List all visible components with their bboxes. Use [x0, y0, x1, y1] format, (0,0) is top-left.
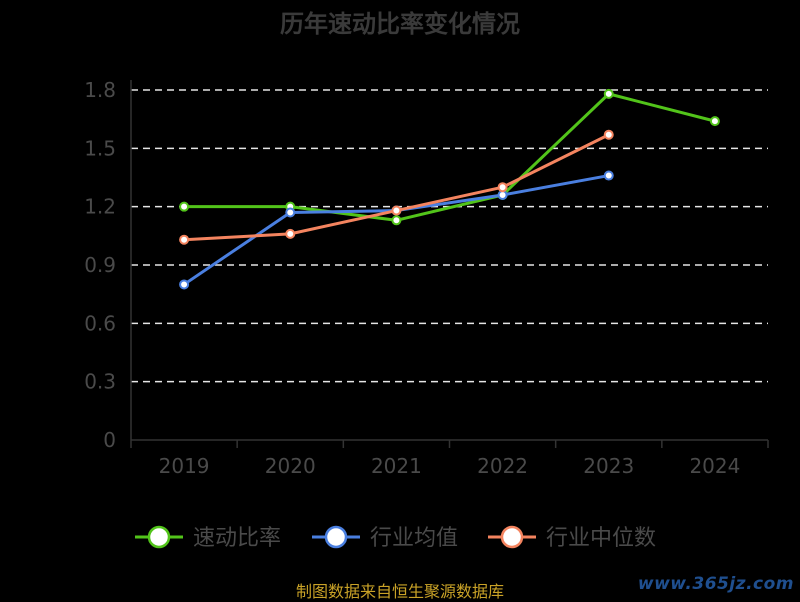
y-tick-label: 1.2 [84, 195, 116, 219]
y-tick-label: 1.8 [84, 78, 116, 102]
y-tick-label: 0 [103, 428, 116, 452]
watermark-logo: www.365jz.com [637, 574, 794, 594]
legend-swatch-marker [147, 525, 171, 549]
x-tick-label: 2022 [477, 454, 528, 478]
data-point[interactable] [285, 207, 296, 218]
chart-title: 历年速动比率变化情况 [280, 10, 520, 38]
x-tick-label: 2023 [583, 454, 634, 478]
data-point[interactable] [179, 279, 190, 290]
data-point[interactable] [391, 215, 402, 226]
data-point[interactable] [391, 205, 402, 216]
y-tick-label: 0.9 [84, 253, 116, 277]
data-source-note: 制图数据来自恒生聚源数据库 [295, 582, 504, 601]
y-tick-label: 1.5 [84, 136, 116, 160]
axes: 0 0.3 0.6 0.9 1.2 1.5 1.8 2019 2020 2021 2022 2023 2… [84, 78, 769, 478]
data-point[interactable] [285, 228, 296, 239]
legend-swatch-marker [500, 525, 524, 549]
data-point[interactable] [179, 234, 190, 245]
series-line-1 [183, 174, 610, 286]
data-point[interactable] [603, 129, 614, 140]
data-point[interactable] [603, 88, 614, 99]
legend-swatch-marker [324, 525, 348, 549]
data-point[interactable] [709, 116, 720, 127]
x-tick-label: 2019 [159, 454, 210, 478]
data-point[interactable] [497, 182, 508, 193]
x-tick-label: 2021 [371, 454, 422, 478]
legend: 速动比率 行业均值 行业中位数 [135, 525, 656, 551]
series-line-0 [184, 92, 716, 222]
grid [131, 89, 768, 383]
x-tick-label: 2024 [689, 454, 740, 478]
x-tick-label: 2020 [265, 454, 316, 478]
legend-item-label[interactable]: 行业均值 [370, 526, 458, 551]
legend-item-label[interactable]: 速动比率 [193, 526, 281, 551]
data-point[interactable] [179, 201, 190, 212]
data-point[interactable] [603, 170, 614, 181]
legend-item-label[interactable]: 行业中位数 [546, 526, 656, 551]
y-tick-label: 0.3 [84, 370, 116, 394]
series-layer [179, 88, 720, 290]
y-tick-label: 0.6 [84, 311, 116, 335]
